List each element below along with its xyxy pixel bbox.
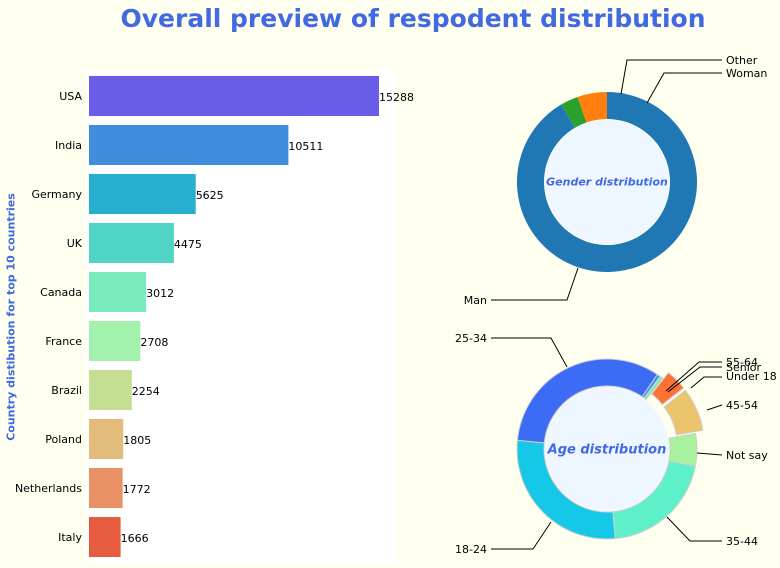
slice-label: Under 18 bbox=[726, 370, 777, 383]
bar-poland bbox=[89, 419, 124, 459]
slice-label: Woman bbox=[726, 67, 767, 80]
slice-45-54 bbox=[663, 389, 704, 436]
category-label: Germany bbox=[31, 188, 82, 201]
category-label: Italy bbox=[58, 531, 82, 544]
slice-man bbox=[517, 92, 697, 272]
leader-line bbox=[666, 516, 722, 542]
value-label: 2708 bbox=[140, 336, 168, 349]
slice-label: Other bbox=[726, 54, 758, 67]
category-label: France bbox=[45, 335, 82, 348]
slice-other bbox=[561, 96, 587, 128]
leader-line bbox=[706, 404, 723, 411]
slice-label: Senior bbox=[726, 361, 762, 374]
leader-line bbox=[491, 337, 568, 368]
category-label: UK bbox=[67, 237, 83, 250]
donut-hole bbox=[545, 387, 669, 511]
leader-line bbox=[491, 267, 579, 301]
leader-line bbox=[491, 521, 552, 550]
slice-senior bbox=[643, 375, 664, 401]
bar-italy bbox=[89, 517, 121, 557]
bar-netherlands bbox=[89, 468, 123, 508]
leader-line bbox=[665, 361, 722, 392]
value-label: 10511 bbox=[288, 140, 323, 153]
bar-usa bbox=[89, 76, 379, 116]
category-label: Brazil bbox=[51, 384, 82, 397]
slice-label: Man bbox=[464, 294, 487, 307]
bar-brazil bbox=[89, 370, 132, 410]
bar-canada bbox=[89, 272, 147, 312]
leader-line bbox=[667, 366, 722, 393]
slice-not-say bbox=[668, 432, 698, 467]
category-label: Canada bbox=[40, 286, 82, 299]
bar-germany bbox=[89, 174, 196, 214]
value-label: 1805 bbox=[123, 434, 151, 447]
category-label: USA bbox=[59, 90, 82, 103]
leader-line bbox=[690, 376, 722, 389]
leader-line bbox=[620, 59, 722, 95]
slice-under-18 bbox=[651, 372, 685, 406]
value-label: 3012 bbox=[146, 287, 174, 300]
value-label: 15288 bbox=[379, 91, 414, 104]
slice-label: 25-34 bbox=[455, 332, 487, 345]
category-label: Poland bbox=[45, 433, 82, 446]
leader-line bbox=[646, 72, 722, 104]
value-label: 1666 bbox=[121, 532, 149, 545]
slice-label: 55-64 bbox=[726, 356, 758, 369]
bar-uk bbox=[89, 223, 174, 263]
category-label: India bbox=[55, 139, 82, 152]
slice-label: 45-54 bbox=[726, 399, 758, 412]
value-label: 5625 bbox=[196, 189, 224, 202]
bar-france bbox=[89, 321, 141, 361]
value-label: 4475 bbox=[174, 238, 202, 251]
slice-label: 18-24 bbox=[455, 543, 487, 556]
donut-center-label: Age distribution bbox=[547, 442, 667, 457]
page-title: Overall preview of respodent distributio… bbox=[120, 4, 706, 33]
slice-woman bbox=[577, 92, 607, 123]
donut-center-label: Gender distribution bbox=[546, 176, 668, 189]
value-label: 1772 bbox=[123, 483, 151, 496]
bar-india bbox=[89, 125, 289, 165]
donut-hole bbox=[545, 120, 669, 244]
slice-label: 35-44 bbox=[726, 535, 758, 548]
value-label: 2254 bbox=[132, 385, 160, 398]
leader-line bbox=[696, 452, 723, 456]
slice-label: Not say bbox=[726, 449, 768, 462]
category-label: Netherlands bbox=[15, 482, 82, 495]
